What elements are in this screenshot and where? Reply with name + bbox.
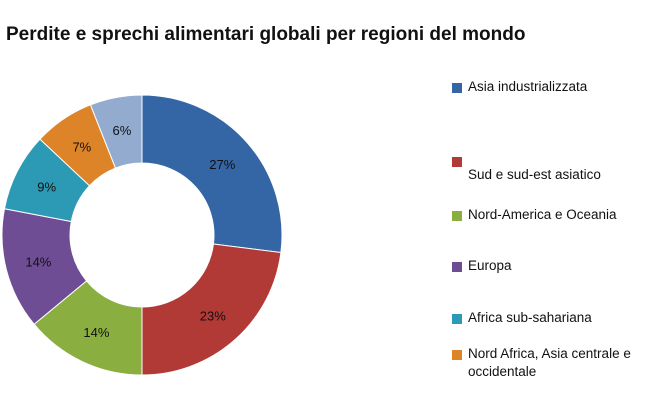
legend-swatch (452, 314, 462, 324)
legend-swatch (452, 211, 462, 221)
donut-slice-1 (141, 243, 282, 376)
slice-label-0: 27% (209, 157, 235, 172)
donut-slice-0 (141, 94, 283, 254)
slice-label-2: 14% (83, 325, 109, 340)
legend-label: Africa sub-sahariana (468, 310, 592, 325)
legend-label: Asia industrializzata (468, 79, 588, 94)
legend-label: Nord Africa, Asia centrale e occidentale (468, 346, 631, 379)
chart-title: Perdite e sprechi alimentari globali per… (6, 24, 526, 45)
legend-label: Nord-America e Oceania (468, 207, 617, 222)
slice-label-1: 23% (200, 308, 226, 323)
legend-swatch (452, 262, 462, 272)
slice-label-6: 6% (113, 123, 132, 138)
legend-swatch (452, 83, 462, 93)
legend-swatch (452, 350, 462, 360)
slice-label-4: 9% (37, 179, 56, 194)
slice-label-3: 14% (25, 255, 51, 270)
donut-slice-6 (89, 94, 143, 169)
legend-swatch (452, 157, 462, 167)
slice-label-5: 7% (72, 140, 91, 155)
legend-label: Europa (468, 258, 512, 273)
legend-label: Sud e sud-est asiatico (468, 167, 601, 182)
